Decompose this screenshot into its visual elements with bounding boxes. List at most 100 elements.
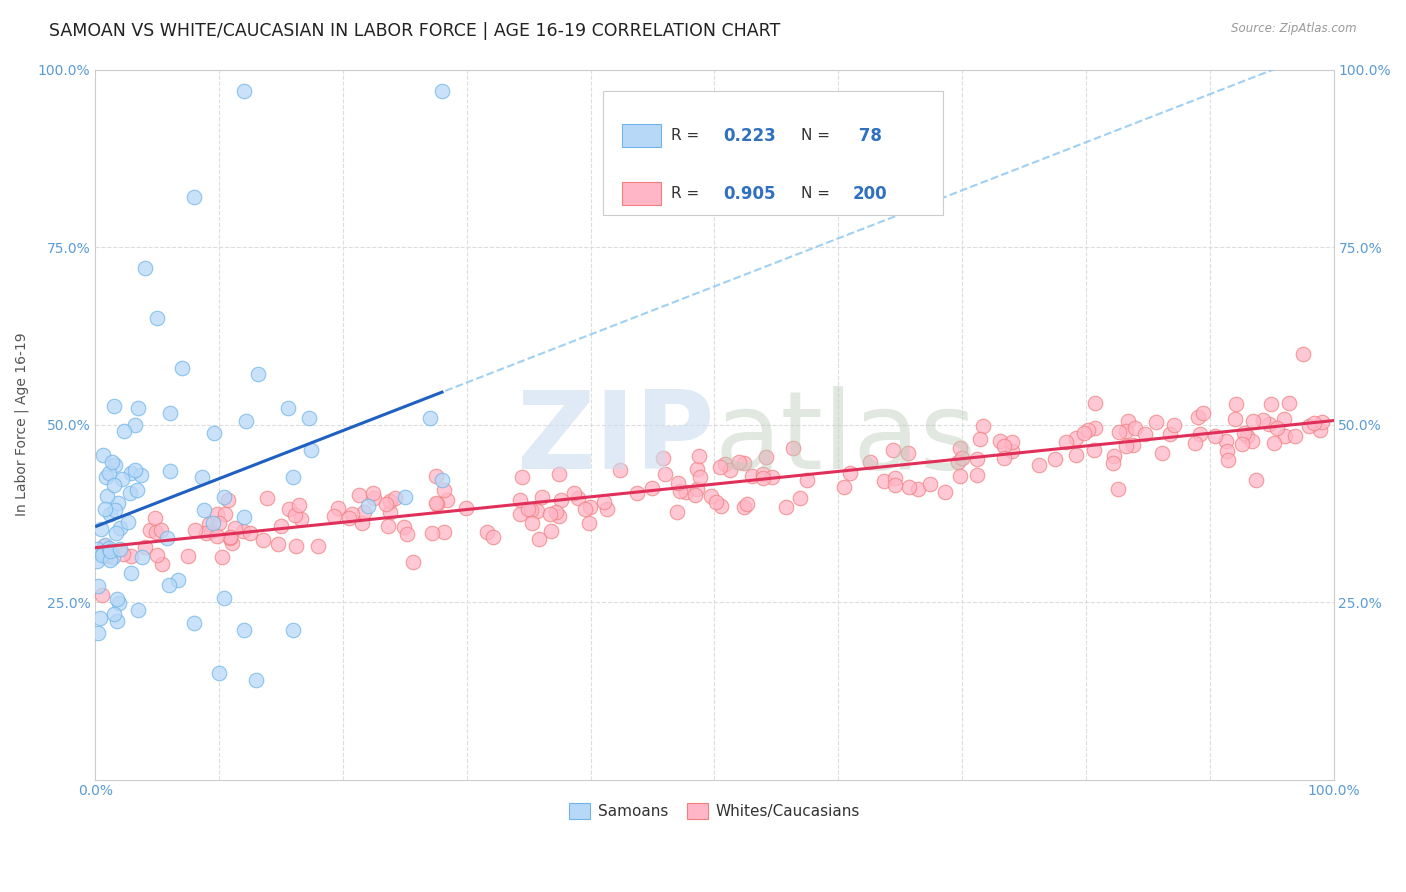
Point (91, 449, 114, 463)
Point (1083, 442, 1105, 457)
Point (357, 499, 380, 513)
Point (1054, 435, 1077, 450)
Point (396, 527, 419, 541)
Point (1107, 482, 1129, 496)
Point (733, 500, 755, 514)
Point (94, 538, 117, 552)
Point (741, 469, 763, 483)
Point (239, 525, 262, 540)
Point (139, 524, 162, 538)
Point (1233, 425, 1256, 440)
Point (1028, 458, 1050, 472)
Point (337, 511, 360, 525)
Point (245, 673, 267, 688)
Point (1218, 453, 1240, 467)
Point (91, 549, 114, 563)
Point (270, 519, 292, 533)
Legend: Samoans, Whites/Caucasians: Samoans, Whites/Caucasians (562, 797, 866, 825)
Point (546, 505, 568, 519)
Point (224, 521, 246, 535)
Point (112, 547, 135, 561)
Point (579, 500, 602, 514)
Point (104, 458, 127, 472)
Point (1225, 397, 1247, 411)
Y-axis label: In Labor Force | Age 16-19: In Labor Force | Age 16-19 (15, 333, 30, 516)
Point (110, 541, 132, 556)
Point (993, 450, 1015, 465)
Point (1184, 435, 1206, 450)
Point (475, 524, 498, 539)
Point (548, 509, 571, 524)
Point (517, 502, 540, 516)
Point (420, 526, 443, 541)
Point (562, 485, 585, 500)
Point (157, 578, 180, 592)
Point (529, 532, 551, 546)
Point (353, 505, 375, 519)
Text: 0.905: 0.905 (723, 185, 776, 202)
Point (1189, 426, 1212, 441)
Point (1274, 429, 1296, 443)
Point (950, 451, 973, 466)
Point (127, 603, 149, 617)
Point (652, 451, 675, 466)
Point (430, 473, 453, 487)
Point (101, 549, 124, 564)
Point (752, 471, 775, 485)
Point (1043, 451, 1066, 466)
Point (548, 467, 571, 481)
Point (1077, 423, 1099, 437)
Point (394, 491, 416, 505)
Point (1251, 412, 1274, 426)
Point (1278, 396, 1301, 410)
Text: N =: N = (801, 186, 835, 202)
Point (108, 521, 131, 535)
Point (907, 482, 929, 496)
Point (949, 469, 972, 483)
Point (761, 470, 783, 484)
Point (733, 456, 755, 470)
Point (1260, 397, 1282, 411)
Point (1223, 412, 1246, 426)
Point (218, 530, 240, 544)
Point (1284, 429, 1306, 443)
Point (1309, 423, 1331, 437)
Point (198, 516, 221, 531)
Point (290, 512, 312, 526)
Point (1144, 415, 1167, 429)
Point (212, 591, 235, 605)
Point (1135, 427, 1157, 442)
Point (212, 490, 235, 504)
Point (1084, 421, 1107, 435)
Point (402, 555, 425, 569)
Point (1204, 428, 1226, 442)
Point (1115, 440, 1137, 454)
Point (426, 498, 449, 512)
Point (689, 470, 711, 484)
Point (686, 483, 709, 497)
Point (283, 624, 305, 638)
Point (882, 443, 904, 458)
Point (202, 425, 225, 440)
Point (990, 434, 1012, 449)
Point (918, 476, 941, 491)
Point (433, 483, 456, 498)
Point (170, 360, 193, 375)
FancyBboxPatch shape (621, 124, 661, 147)
Point (789, 491, 811, 505)
Point (350, 516, 373, 531)
Point (934, 485, 956, 500)
Point (1303, 416, 1326, 430)
Point (897, 480, 920, 494)
Point (107, 496, 129, 510)
Point (89, 611, 111, 625)
Point (1257, 417, 1279, 432)
Point (425, 495, 447, 509)
Point (567, 491, 589, 505)
Point (454, 501, 477, 516)
Point (1163, 418, 1185, 433)
Point (668, 476, 690, 491)
Point (430, 84, 453, 98)
Point (1187, 410, 1209, 425)
Point (550, 492, 572, 507)
